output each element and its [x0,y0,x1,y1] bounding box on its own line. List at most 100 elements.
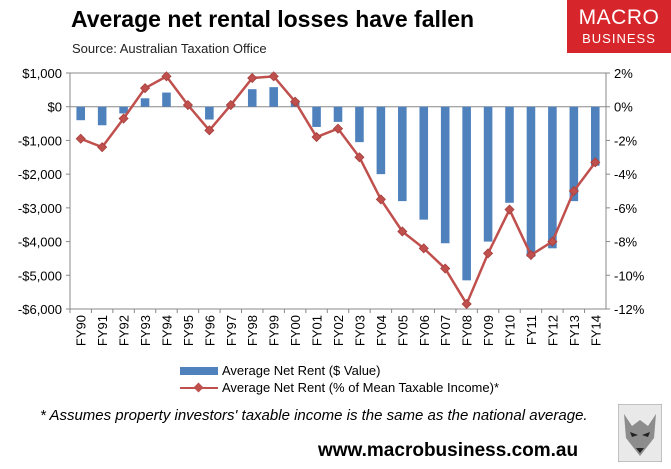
line-marker-FY14 [590,157,601,168]
x-axis-label: FY04 [374,315,389,346]
line-marker-FY97 [225,99,236,111]
bar-FY02 [333,106,343,122]
line-marker-FY94 [161,71,172,82]
bar-FY11 [526,106,536,257]
line-marker-FY07 [440,263,451,274]
right-axis-tick-label: -8% [614,235,638,250]
line-marker-FY93 [139,83,151,94]
line-marker-FY09 [483,248,494,259]
right-axis-tick-label: -6% [614,201,638,216]
left-axis-tick-label: -$1,000 [18,133,62,148]
bar-FY99 [269,87,278,107]
legend-item-line: Average Net Rent (% of Mean Taxable Inco… [180,379,499,396]
line-marker-FY03 [354,152,365,163]
right-axis-tick-label: -2% [614,133,638,148]
left-axis-tick-label: -$2,000 [18,167,62,182]
x-axis-label: FY00 [288,315,303,346]
bar-FY07 [440,106,450,244]
bar-FY10 [505,106,514,203]
bar-FY06 [419,106,429,220]
x-axis-label: FY91 [95,315,110,346]
x-axis-label: FY97 [224,315,239,346]
line-marker-FY06 [418,243,429,254]
bar-FY93 [140,98,150,107]
x-axis-label: FY90 [74,315,89,346]
bar-FY14 [590,106,600,166]
bar-FY03 [355,106,364,143]
logo-line-2: BUSINESS [582,31,656,46]
legend-item-bar: Average Net Rent ($ Value) [180,362,499,379]
plot-area [69,72,607,310]
right-axis-tick-label: 0% [614,100,633,115]
legend-label-bar: Average Net Rent ($ Value) [222,363,381,378]
left-axis-tick-label: -$6,000 [18,302,62,317]
footnote: * Assumes property investors' taxable in… [40,407,588,424]
line-marker-FY99 [268,71,279,82]
line-marker-FY02 [332,123,344,134]
bar-FY90 [76,106,86,121]
bar-FY09 [483,106,493,242]
x-axis-label: FY10 [503,315,518,346]
macrobusiness-logo: MACRO BUSINESS [567,0,671,53]
combo-chart: $1,000 $0 -$1,000 -$2,000 -$3,000 -$4,000 -$5,… [18,66,645,346]
x-axis-label: FY13 [567,315,582,346]
right-axis-tick-label: -10% [614,268,645,283]
x-axis-label: FY95 [181,315,196,346]
x-axis-label: FY08 [460,315,475,346]
bar-FY96 [205,106,214,120]
x-axis-label: FY02 [331,315,346,346]
left-axis-tick-label: $0 [48,100,62,115]
line-marker-FY95 [182,99,193,111]
x-axis-label: FY09 [481,315,496,346]
x-axis-label: FY98 [245,315,260,346]
bar-FY98 [247,89,257,107]
right-axis-tick-label: -4% [614,167,638,182]
x-axis-label: FY03 [352,315,367,346]
line-marker-FY11 [525,249,537,261]
bar-FY92 [119,106,128,114]
bar-FY13 [569,106,579,202]
line-marker-FY12 [547,236,558,247]
line-marker-FY92 [118,113,129,124]
line-marker-FY96 [204,125,215,136]
right-axis-tick-label: -12% [614,302,645,317]
bar-FY04 [376,106,386,175]
x-axis-label: FY96 [202,315,217,346]
x-axis-label: FY99 [267,315,282,346]
chart-source: Source: Australian Taxation Office [72,41,267,56]
line-marker-FY10 [504,204,515,215]
bar-FY01 [312,106,321,127]
x-axis-label: FY11 [524,315,539,345]
left-axis-tick-label: $1,000 [22,66,62,81]
logo-line-1: MACRO [578,6,660,29]
line-marker-FY91 [97,142,108,153]
x-axis-label: FY05 [395,315,410,346]
bar-FY12 [548,106,557,249]
bar-FY08 [462,106,471,281]
x-axis-label: FY14 [588,315,603,346]
line-marker-FY05 [397,226,408,237]
x-axis-label: FY94 [159,315,174,346]
x-axis-label: FY92 [117,315,132,346]
x-axis-label: FY07 [438,315,453,346]
x-axis-label: FY12 [545,315,560,346]
line-marker-FY04 [375,194,386,205]
legend-swatch-bar [180,366,218,375]
chart-legend: Average Net Rent ($ Value) Average Net R… [180,362,499,396]
x-axis-label: FY01 [310,315,325,346]
bar-FY05 [398,106,407,202]
x-axis-label: FY06 [417,315,432,346]
left-axis-tick-label: -$5,000 [18,268,62,283]
line-marker-FY01 [311,131,322,143]
left-axis-tick-label: -$4,000 [18,235,62,250]
line-marker-FY08 [461,298,472,310]
legend-label-line: Average Net Rent (% of Mean Taxable Inco… [222,380,499,395]
legend-swatch-line [180,382,218,393]
website-url: www.macrobusiness.com.au [318,440,579,461]
line-marker-FY90 [75,133,86,144]
line-marker-FY00 [290,96,301,107]
line-marker-FY13 [568,185,579,197]
bar-FY91 [97,106,107,126]
left-axis-tick-label: -$3,000 [18,201,62,216]
x-axis-label: FY93 [138,315,153,346]
